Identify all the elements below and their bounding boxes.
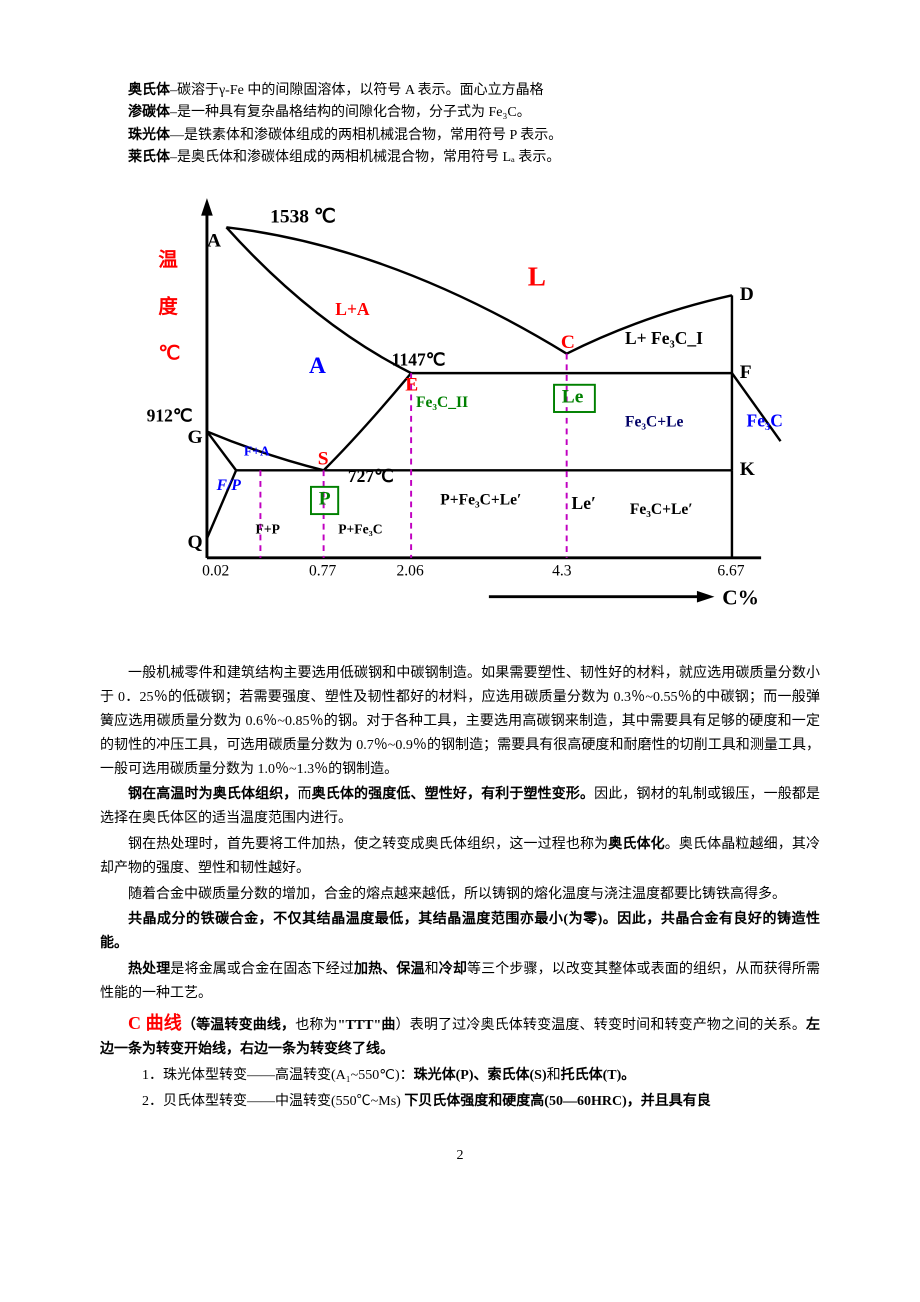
svg-text:Fe₃C+Le: Fe₃C+Le	[625, 413, 684, 430]
para-6: 热处理是将金属或合金在固态下经过加热、保温和冷却等三个步骤，以改变其整体或表面的…	[100, 958, 820, 1006]
svg-text:P: P	[319, 488, 331, 509]
svg-text:L+ Fe₃C_I: L+ Fe₃C_I	[625, 328, 703, 348]
svg-text:Le′: Le′	[572, 493, 596, 513]
svg-text:G: G	[188, 427, 203, 448]
svg-text:C%: C%	[722, 585, 759, 609]
def-ledeburite: 莱氏体–是奥氏体和渗碳体组成的两相机械混合物，常用符号 Lₐ 表示。	[100, 147, 820, 169]
def-austenite: 奥氏体–碳溶于γ-Fe 中的间隙固溶体，以符号 A 表示。面心立方晶格	[100, 80, 820, 102]
svg-text:1538 ℃: 1538 ℃	[270, 206, 336, 227]
svg-text:℃: ℃	[158, 343, 180, 364]
svg-text:Fe₃C_II: Fe₃C_II	[416, 394, 468, 411]
svg-text:727℃: 727℃	[348, 466, 394, 486]
svg-text:0.77: 0.77	[309, 562, 336, 579]
svg-text:Q: Q	[188, 532, 203, 553]
para-7: C 曲线（等温转变曲线，也称为"TTT"曲）表明了过冷奥氏体转变温度、转变时间和…	[100, 1008, 820, 1062]
svg-text:912℃: 912℃	[147, 405, 193, 425]
svg-text:C: C	[561, 331, 575, 352]
def-pearlite: 珠光体—是铁素体和渗碳体组成的两相机械混合物，常用符号 P 表示。	[100, 125, 820, 147]
svg-text:温: 温	[158, 249, 178, 271]
svg-text:度: 度	[158, 294, 178, 317]
svg-text:F/P: F/P	[216, 476, 242, 493]
svg-text:4.3: 4.3	[552, 562, 572, 579]
term-ledeburite: 莱氏体	[128, 150, 170, 165]
list-item-2: 2．贝氏体型转变——中温转变(550℃~Ms) 下贝氏体强度和硬度高(50—60…	[100, 1090, 820, 1114]
svg-text:F+P: F+P	[256, 521, 280, 536]
svg-text:P+Fe₃C+Le′: P+Fe₃C+Le′	[440, 491, 521, 508]
svg-text:L+A: L+A	[335, 298, 370, 318]
para-5: 共晶成分的铁碳合金，不仅其结晶温度最低，其结晶温度范围亦最小(为零)。因此，共晶…	[100, 908, 820, 956]
svg-text:P+Fe₃C: P+Fe₃C	[338, 521, 382, 536]
svg-text:A: A	[309, 353, 326, 379]
def-cementite: 渗碳体–是一种具有复杂晶格结构的间隙化合物，分子式为 Fe₃C。	[100, 102, 820, 124]
para-2: 钢在高温时为奥氏体组织，而奥氏体的强度低、塑性好，有利于塑性变形。因此，钢材的轧…	[100, 783, 820, 831]
svg-text:Le: Le	[562, 386, 584, 407]
svg-text:F+A: F+A	[244, 443, 270, 458]
svg-text:K: K	[740, 459, 755, 480]
svg-text:E: E	[405, 374, 418, 395]
svg-text:Fe₃C+Le′: Fe₃C+Le′	[630, 501, 693, 518]
body-text: 一般机械零件和建筑结构主要选用低碳钢和中碳钢制造。如果需要塑性、韧性好的材料，就…	[100, 662, 820, 1113]
svg-text:Fe₃C: Fe₃C	[747, 410, 783, 430]
svg-text:L: L	[528, 261, 546, 291]
svg-text:6.67: 6.67	[717, 562, 744, 579]
page-container: 奥氏体–碳溶于γ-Fe 中的间隙固溶体，以符号 A 表示。面心立方晶格 渗碳体–…	[0, 0, 920, 1207]
svg-text:D: D	[740, 284, 754, 305]
para-3: 钢在热处理时，首先要将工件加热，使之转变成奥氏体组织，这一过程也称为奥氏体化。奥…	[100, 833, 820, 881]
term-cementite: 渗碳体	[128, 105, 170, 120]
term-pearlite: 珠光体	[128, 128, 170, 143]
page-number: 2	[100, 1144, 820, 1168]
list-item-1: 1．珠光体型转变——高温转变(A₁~550℃)：珠光体(P)、索氏体(S)和托氏…	[100, 1064, 820, 1088]
svg-text:A: A	[207, 230, 221, 251]
para-4: 随着合金中碳质量分数的增加，合金的熔点越来越低，所以铸钢的熔化温度与浇注温度都要…	[100, 883, 820, 907]
svg-text:2.06: 2.06	[397, 562, 424, 579]
phase-diagram-svg: C% 温 度 ℃ 0.02 0.77 2.06 4.3 6.67 1538 ℃ 1147℃ 912…	[100, 182, 800, 642]
svg-text:F: F	[740, 362, 752, 383]
term-austenite: 奥氏体	[128, 83, 170, 98]
definitions-block: 奥氏体–碳溶于γ-Fe 中的间隙固溶体，以符号 A 表示。面心立方晶格 渗碳体–…	[100, 80, 820, 170]
svg-text:0.02: 0.02	[202, 562, 229, 579]
phase-diagram: C% 温 度 ℃ 0.02 0.77 2.06 4.3 6.67 1538 ℃ 1147℃ 912…	[100, 182, 820, 651]
para-1: 一般机械零件和建筑结构主要选用低碳钢和中碳钢制造。如果需要塑性、韧性好的材料，就…	[100, 662, 820, 781]
svg-text:1147℃: 1147℃	[392, 349, 446, 369]
svg-text:S: S	[318, 448, 329, 469]
